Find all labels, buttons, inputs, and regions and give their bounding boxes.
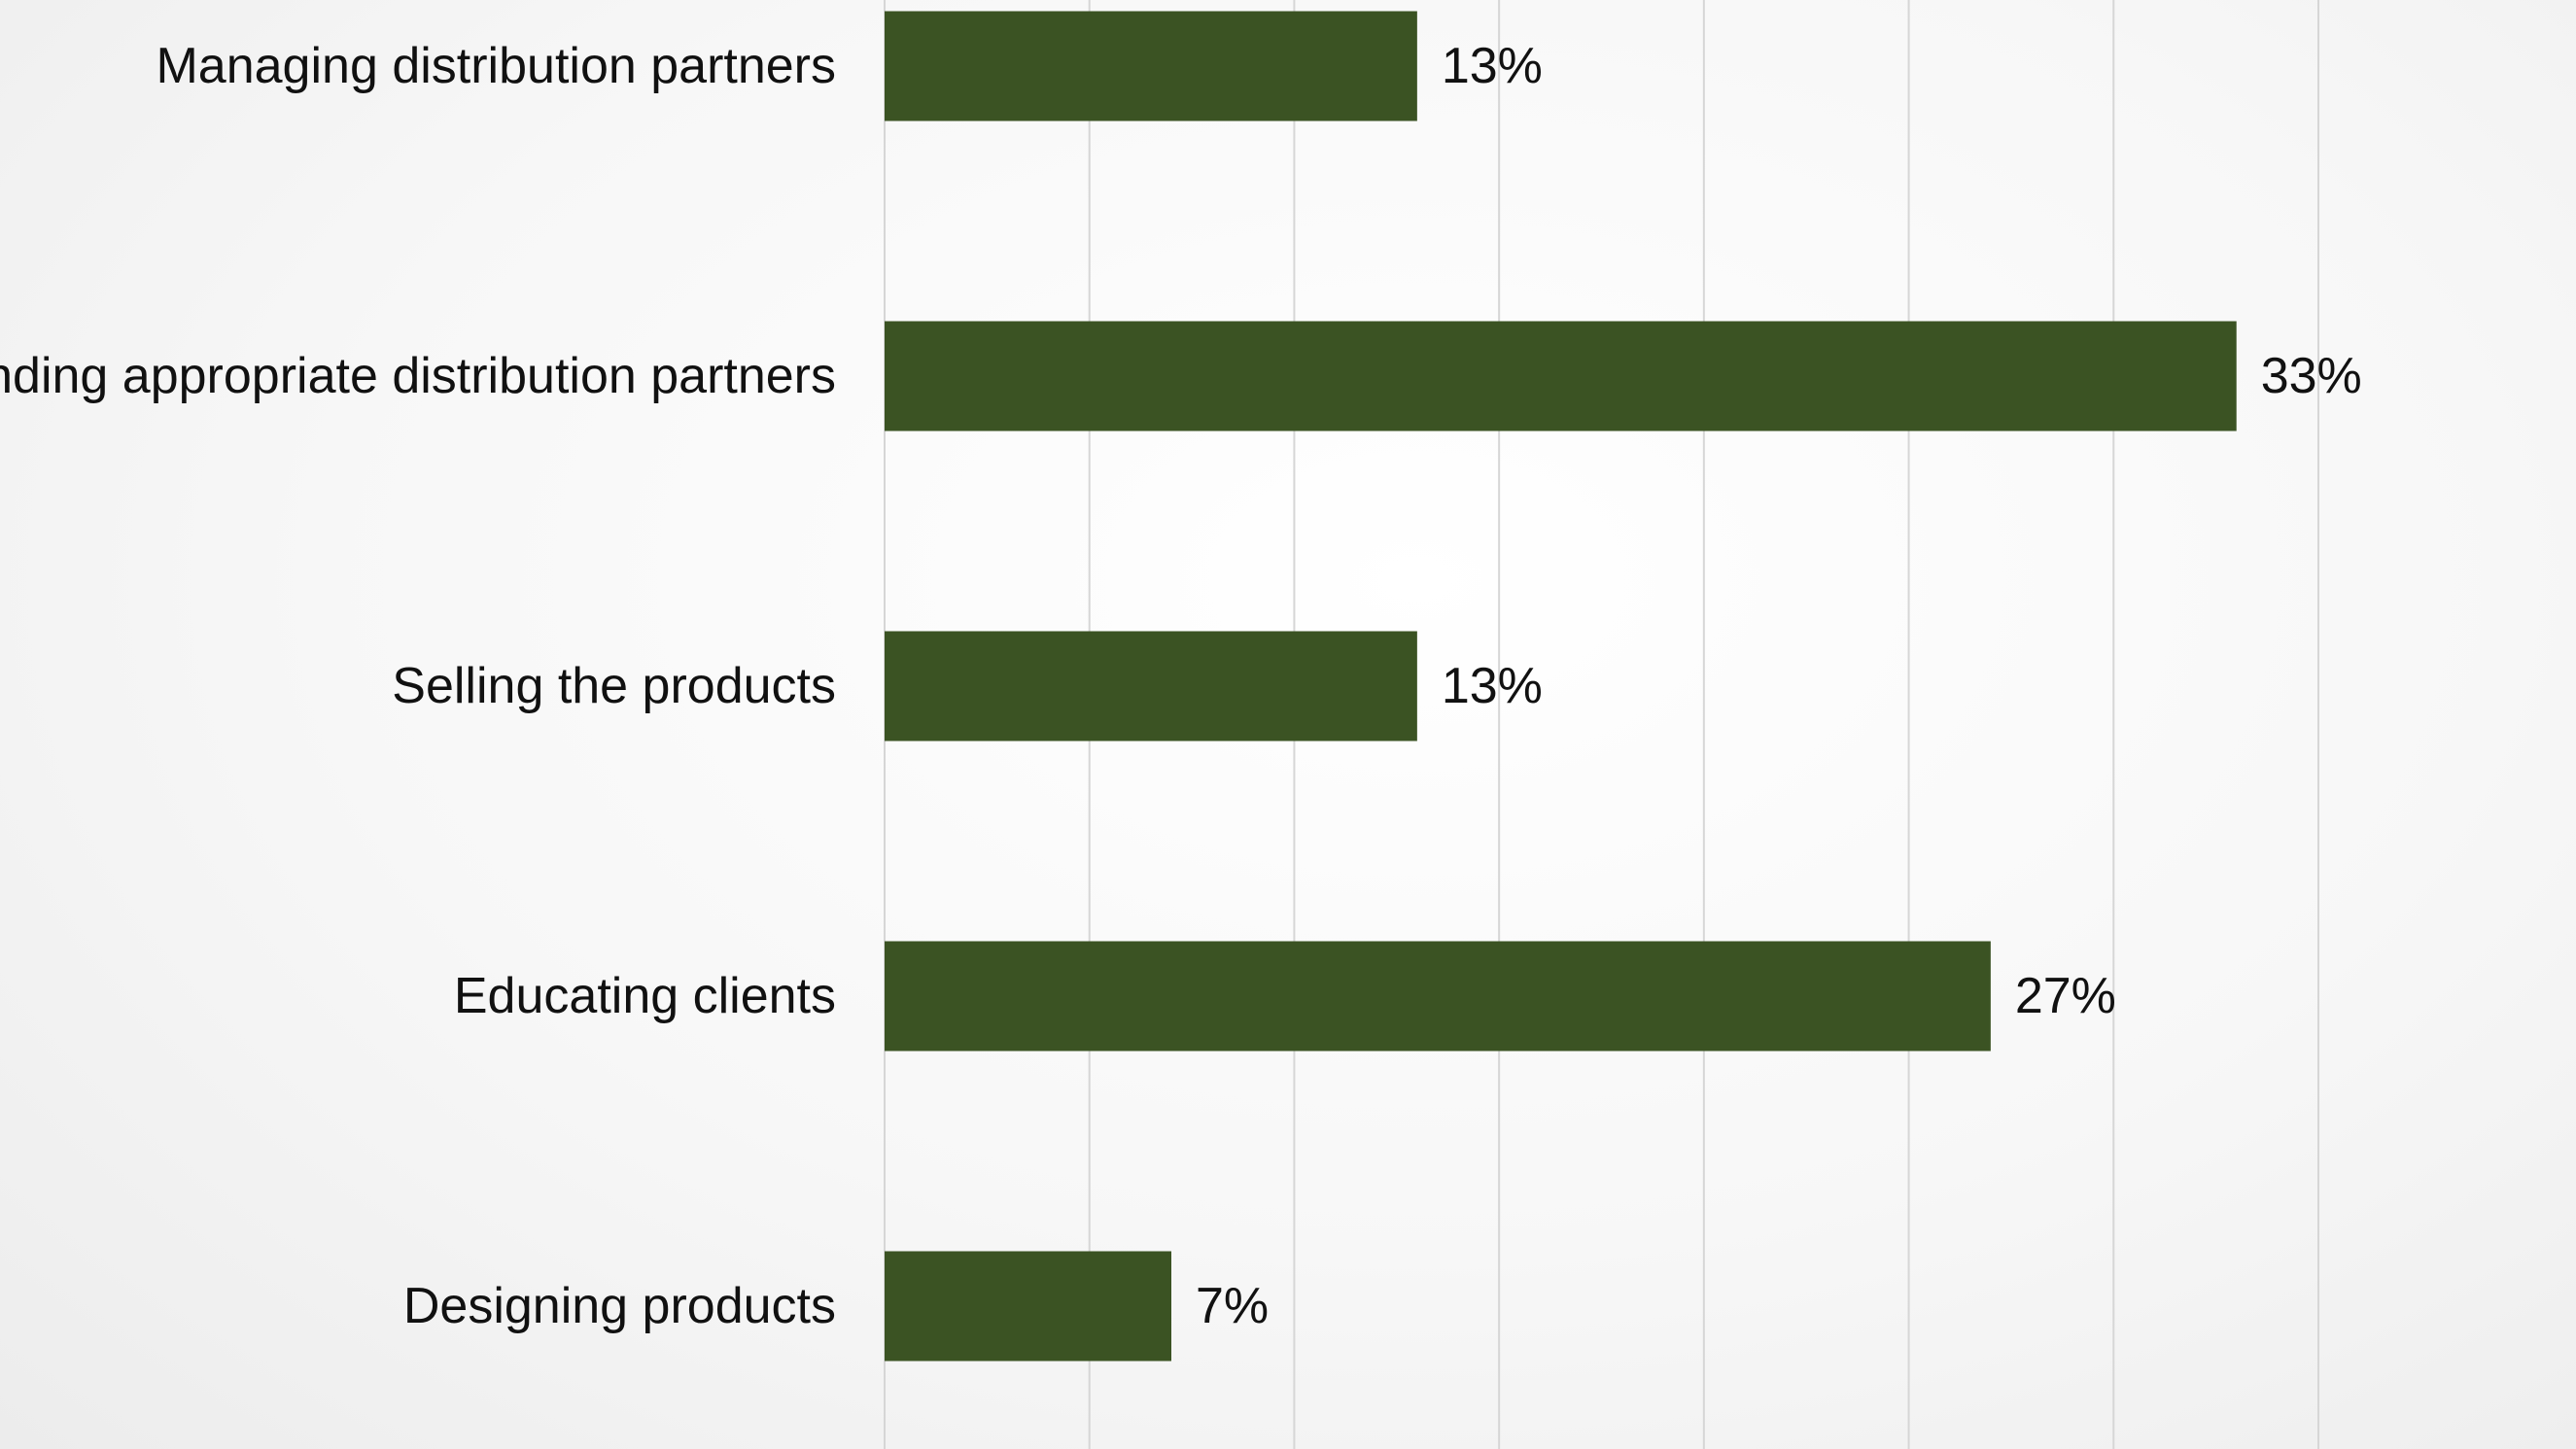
- bar: [885, 321, 2237, 431]
- category-label: Designing products: [403, 1278, 836, 1334]
- bar: [885, 631, 1417, 742]
- value-labels: 13% 33% 13% 27% 7%: [1196, 38, 2362, 1334]
- category-label: Selling the products: [392, 658, 836, 714]
- value-label: 13%: [1442, 38, 1543, 94]
- bars: [885, 11, 2237, 1362]
- category-label: Managing distribution partners: [156, 38, 836, 94]
- category-labels: Managing distribution partners Finding ap…: [0, 38, 836, 1334]
- bar: [885, 941, 1991, 1052]
- value-label: 13%: [1442, 658, 1543, 714]
- category-label: Finding appropriate distribution partner…: [0, 348, 836, 404]
- value-label: 33%: [2261, 348, 2362, 404]
- bar: [885, 11, 1417, 121]
- bar: [885, 1251, 1171, 1362]
- value-label: 7%: [1196, 1278, 1269, 1334]
- value-label: 27%: [2015, 968, 2116, 1024]
- category-label: Educating clients: [454, 968, 836, 1024]
